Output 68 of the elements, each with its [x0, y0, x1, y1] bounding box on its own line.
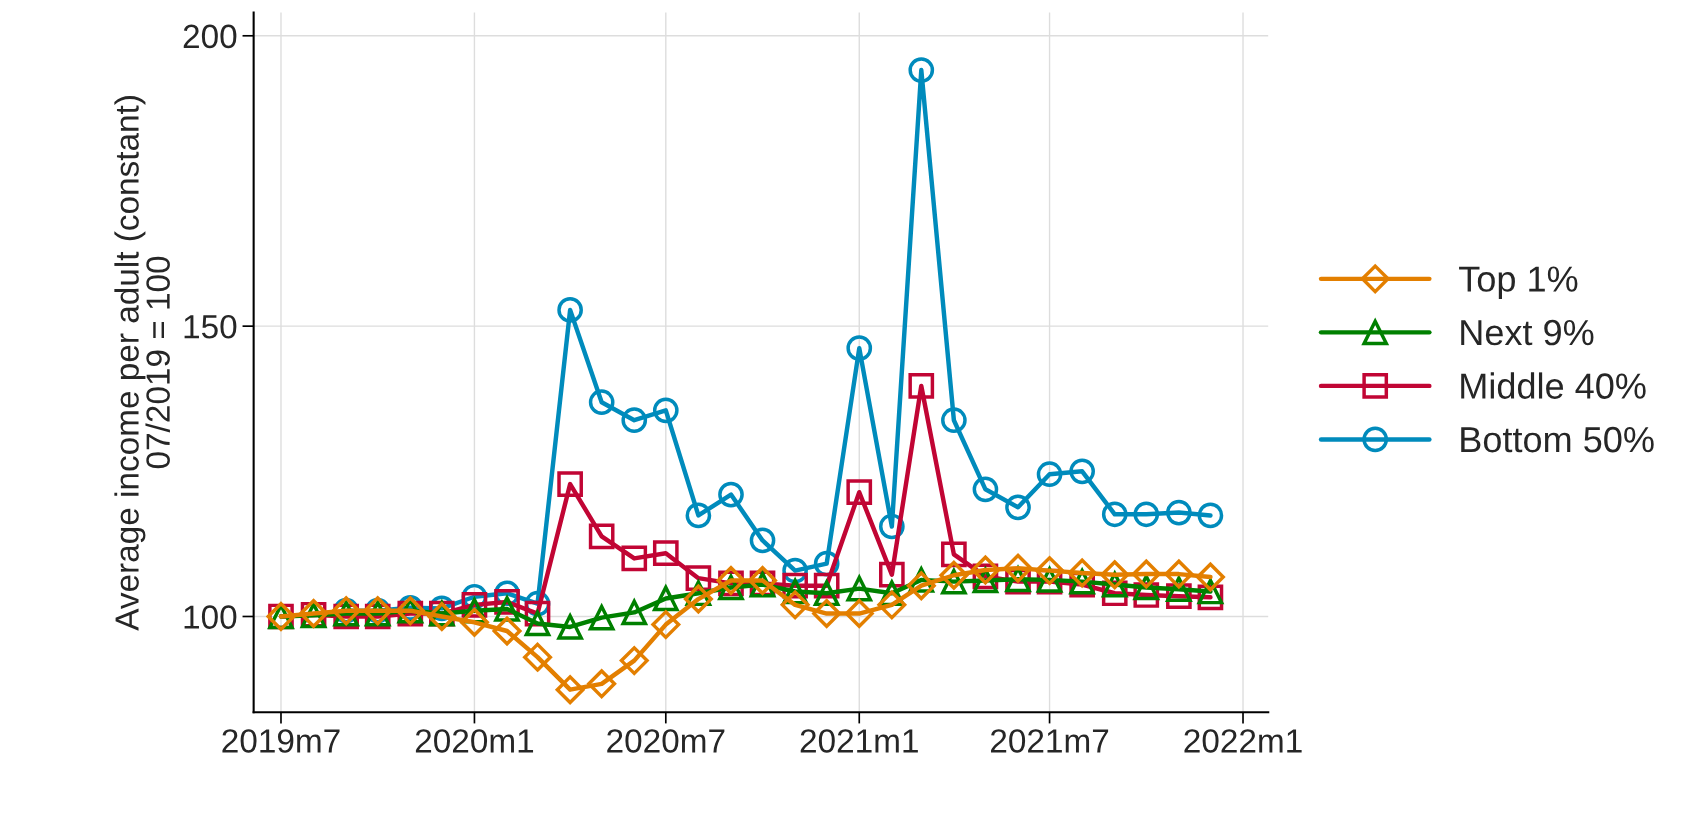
- point: [1005, 494, 1031, 521]
- point: [1197, 502, 1224, 529]
- point: [939, 560, 969, 590]
- point: [459, 607, 489, 637]
- point: [780, 590, 810, 620]
- point: [557, 614, 583, 640]
- y-tick-label: 150: [184, 314, 237, 339]
- point: [492, 616, 522, 646]
- point: [651, 610, 681, 640]
- point: [906, 571, 936, 601]
- point: [1100, 560, 1130, 590]
- point: [1197, 578, 1224, 605]
- point: [1195, 562, 1225, 592]
- point: [1101, 501, 1128, 528]
- point: [970, 555, 1000, 585]
- point: [587, 602, 616, 631]
- point: [523, 608, 552, 637]
- point: [1166, 499, 1192, 526]
- y-tick-label: 200: [183, 24, 237, 49]
- point: [1036, 461, 1063, 488]
- point: [557, 471, 583, 497]
- point: [1003, 553, 1033, 583]
- x-tick-label: 2022m1: [1184, 729, 1302, 753]
- y-tick-label: 100: [184, 605, 237, 629]
- point: [652, 397, 679, 424]
- point: [1164, 559, 1194, 589]
- point: [879, 561, 905, 588]
- x-tick-label: 2021m1: [800, 729, 918, 753]
- point: [652, 583, 680, 612]
- point: [846, 479, 873, 506]
- point: [1067, 558, 1097, 588]
- point: [621, 545, 648, 572]
- legend-label: Bottom 50%: [1461, 426, 1654, 453]
- x-tick-label: 2020m7: [607, 729, 725, 753]
- point: [908, 373, 935, 399]
- point: [523, 642, 553, 672]
- point: [941, 541, 967, 568]
- point: [1133, 501, 1160, 528]
- point: [557, 297, 583, 323]
- point: [685, 502, 712, 529]
- point: [846, 335, 873, 362]
- point: [908, 57, 935, 83]
- point: [620, 597, 648, 626]
- point: [845, 573, 873, 602]
- y-axis-title: Average income per adult (constant) 07/2019 = 100: [114, 96, 170, 631]
- point: [619, 646, 649, 676]
- point: [652, 540, 679, 567]
- legend-label: Next 9%: [1461, 319, 1594, 346]
- point: [877, 590, 907, 620]
- x-tick-label: 2021m7: [991, 729, 1109, 753]
- point: [588, 389, 615, 416]
- point: [588, 523, 615, 550]
- point: [749, 527, 776, 554]
- point: [587, 669, 617, 699]
- legend-label: Middle 40%: [1461, 372, 1646, 399]
- point: [718, 481, 744, 508]
- legend-label: Top 1%: [1459, 266, 1578, 299]
- point: [941, 407, 967, 434]
- point: [683, 584, 713, 614]
- point: [972, 476, 999, 503]
- point: [621, 407, 648, 434]
- point: [844, 599, 874, 629]
- point: [555, 675, 585, 705]
- x-tick-label: 2019m7: [222, 729, 340, 753]
- point: [1131, 559, 1161, 589]
- x-tick-label: 2020m1: [415, 729, 534, 753]
- point: [1069, 458, 1095, 485]
- point: [812, 599, 842, 629]
